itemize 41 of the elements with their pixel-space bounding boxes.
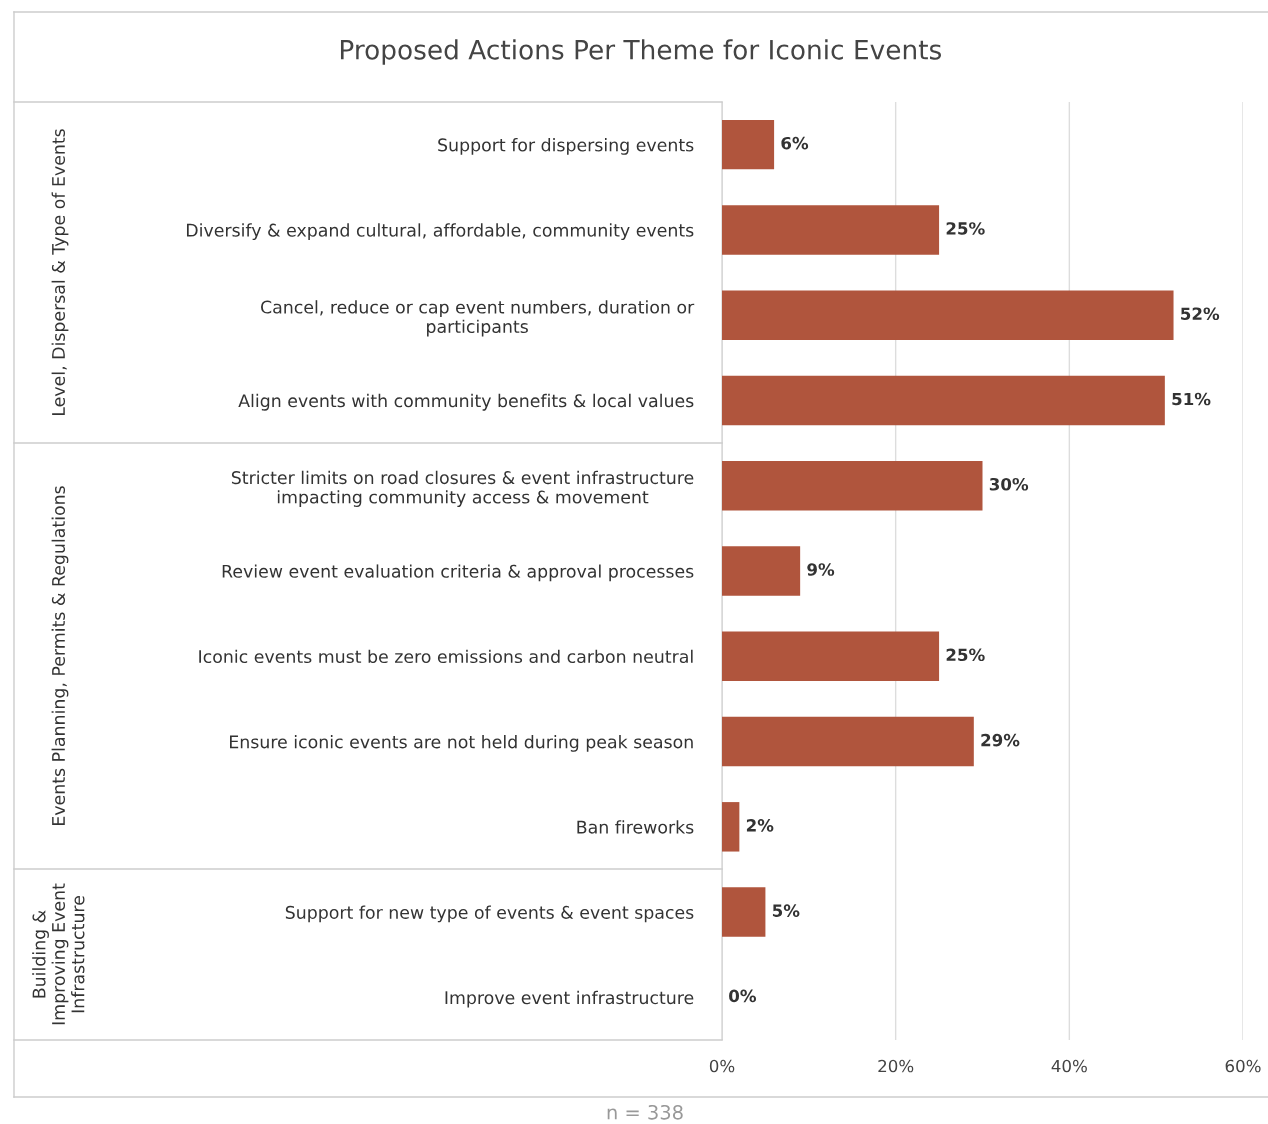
data-label: 25% (946, 222, 985, 235)
chart-title: Proposed Actions Per Theme for Iconic Events (340, 39, 941, 65)
y-tick-label: Improve event infrastructure (445, 990, 694, 1008)
text: Level, Dispersal & Type of Events (51, 129, 69, 416)
data-label: 29% (981, 733, 1020, 747)
data-label: 6% (781, 136, 809, 150)
y-tick-label: Review event evaluation criteria & approval processes (222, 564, 694, 582)
y-tick-label: Stricter limits on road closures & event infrastructure impacting community access & movement (231, 470, 694, 507)
y-tick-label: Ensure iconic events are not held during peak season (230, 734, 693, 752)
bar (722, 119, 775, 170)
data-label: 9% (807, 563, 835, 576)
bar (722, 461, 983, 511)
text: Building & Improving Event Infrastructure (32, 883, 85, 1025)
x-tick-label: 40% (1051, 1059, 1087, 1073)
y-tick-label: Diversify & expand cultural, affordable, community events (186, 223, 694, 241)
text: n = 338 (607, 1104, 683, 1120)
x-tick-label: 60% (1225, 1059, 1261, 1073)
bar (722, 716, 974, 767)
text: Events Planning, Permits & Regulations (51, 486, 69, 825)
bar (722, 887, 766, 937)
bar (722, 546, 801, 596)
data-label: 30% (989, 477, 1029, 491)
data-label: 52% (1181, 307, 1220, 321)
x-tick-label: 0% (709, 1059, 735, 1073)
y-tick-label: Iconic events must be zero emissions and carbon neutral (199, 649, 693, 664)
x-tick-label: 20% (878, 1059, 914, 1073)
y-tick-label: Ban fireworks (577, 820, 694, 834)
bar (722, 631, 940, 681)
bar (722, 375, 1165, 426)
data-label: 25% (946, 648, 985, 662)
y-tick-label: Align events with community benefits & local values (238, 393, 694, 411)
y-tick-label: Support for dispersing events (438, 138, 694, 155)
data-label: 51% (1172, 392, 1211, 406)
y-tick-label: Cancel, reduce or cap event numbers, duration or participants (261, 300, 695, 337)
data-label: 2% (746, 819, 774, 832)
y-tick-label: Support for new type of events & event spaces (285, 905, 694, 923)
bar (722, 205, 940, 255)
data-label: 0% (729, 989, 757, 1003)
bar (722, 290, 1174, 340)
bar (722, 802, 740, 852)
data-label: 5% (772, 904, 800, 917)
